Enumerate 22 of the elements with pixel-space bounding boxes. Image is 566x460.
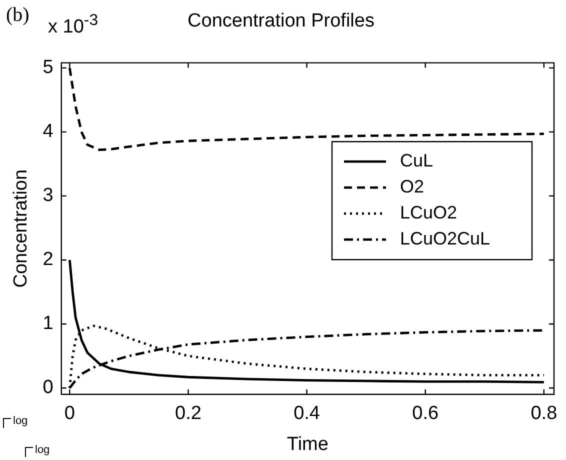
legend-label: LCuO2	[400, 202, 458, 223]
y-tick-label: 2	[42, 249, 54, 270]
text: log	[13, 415, 28, 427]
text: (b)	[6, 4, 30, 27]
text: x 10$^{-3}$	[48, 12, 98, 38]
legend-label: LCuO2CuL	[400, 228, 490, 249]
chart-title: Concentration Profiles	[188, 10, 374, 32]
y-tick-label: 0	[42, 377, 54, 398]
x-axis-title: Time	[286, 434, 328, 455]
y-tick-label: 1	[42, 313, 54, 334]
x-tick-label: 0.8	[530, 403, 558, 424]
legend-label: O2	[400, 176, 424, 197]
x-tick-label: 0.2	[175, 403, 202, 424]
text: log	[35, 444, 50, 456]
y-axis-title: Concentration	[10, 169, 32, 288]
y-tick-label: 4	[42, 121, 54, 142]
x-tick-label: 0.6	[412, 403, 439, 424]
x-tick-label: 0	[64, 403, 75, 424]
x-tick-label: 0.4	[294, 403, 320, 424]
legend-label: CuL	[400, 150, 434, 171]
y-tick-label: 5	[42, 57, 54, 78]
y-tick-label: 3	[42, 185, 54, 206]
